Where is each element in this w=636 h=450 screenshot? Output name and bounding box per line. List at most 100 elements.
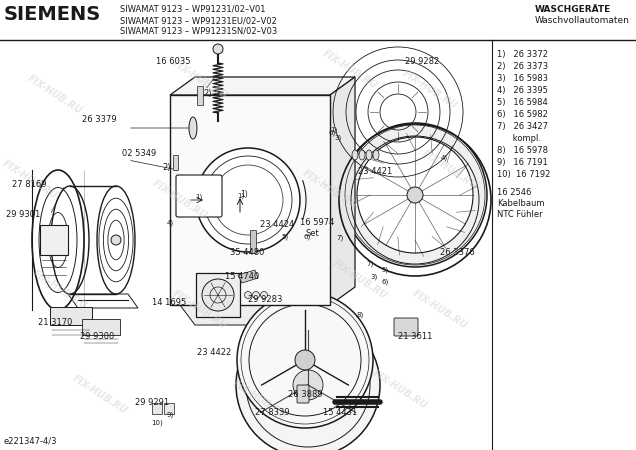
Text: 5): 5) <box>382 267 389 273</box>
Text: SIEMENS: SIEMENS <box>4 5 101 24</box>
Text: 1): 1) <box>195 193 203 199</box>
Text: 27 8169: 27 8169 <box>12 180 46 189</box>
Text: 14 1695: 14 1695 <box>152 298 186 307</box>
Text: FIX-HUB.RU: FIX-HUB.RU <box>421 148 479 191</box>
Text: 8): 8) <box>356 312 364 318</box>
FancyBboxPatch shape <box>394 318 418 336</box>
Text: 16 5974: 16 5974 <box>300 218 335 227</box>
Text: 3): 3) <box>370 274 378 280</box>
Text: 6)   16 5982: 6) 16 5982 <box>497 110 548 119</box>
Circle shape <box>293 370 323 400</box>
Text: 1): 1) <box>237 193 245 199</box>
Circle shape <box>54 236 62 244</box>
Circle shape <box>202 279 234 311</box>
Ellipse shape <box>189 117 197 139</box>
Text: WASCHGERÄTE: WASCHGERÄTE <box>535 5 611 14</box>
Ellipse shape <box>373 150 379 160</box>
Circle shape <box>213 44 223 54</box>
Text: 2): 2) <box>203 89 212 98</box>
Text: 5): 5) <box>282 234 289 240</box>
Text: 6): 6) <box>382 279 389 285</box>
Text: 21 3170: 21 3170 <box>38 318 73 327</box>
Text: SIWAMAT 9123 – WP91231SN/02–V03: SIWAMAT 9123 – WP91231SN/02–V03 <box>120 27 277 36</box>
Text: FIX-HUB.RU: FIX-HUB.RU <box>151 179 209 221</box>
Circle shape <box>111 235 121 245</box>
Text: 15 4431: 15 4431 <box>323 408 357 417</box>
Text: 1): 1) <box>240 190 248 199</box>
FancyBboxPatch shape <box>198 86 204 105</box>
Text: 23 4421: 23 4421 <box>358 167 392 176</box>
Text: 29 9300: 29 9300 <box>80 332 114 341</box>
Text: 7): 7) <box>336 235 343 241</box>
Text: 29 9282: 29 9282 <box>405 57 439 66</box>
Polygon shape <box>180 305 335 325</box>
Polygon shape <box>238 270 258 283</box>
Text: 23 4422: 23 4422 <box>197 348 232 357</box>
Circle shape <box>252 292 259 298</box>
Ellipse shape <box>352 150 358 160</box>
Text: SIWAMAT 9123 – WP91231/02–V01: SIWAMAT 9123 – WP91231/02–V01 <box>120 5 265 14</box>
Text: FIX-HUB.RU: FIX-HUB.RU <box>301 169 359 212</box>
Circle shape <box>295 350 315 370</box>
Text: 6): 6) <box>303 234 310 240</box>
Text: 15 4740: 15 4740 <box>225 272 259 281</box>
Text: Kabelbaum: Kabelbaum <box>497 199 544 208</box>
Text: 29 9291: 29 9291 <box>135 398 169 407</box>
Circle shape <box>343 123 487 267</box>
Text: 3): 3) <box>335 135 342 141</box>
FancyBboxPatch shape <box>50 307 92 325</box>
FancyBboxPatch shape <box>174 156 179 171</box>
Text: FIX-HUB.RU: FIX-HUB.RU <box>321 49 379 91</box>
Text: FIX-HUB.RU: FIX-HUB.RU <box>411 288 469 331</box>
Text: 1): 1) <box>330 127 338 133</box>
Text: kompl.: kompl. <box>497 134 541 143</box>
Text: FIX-HUB.RU: FIX-HUB.RU <box>171 288 229 331</box>
Text: FIX-HUB.RU: FIX-HUB.RU <box>401 68 459 112</box>
Text: 9): 9) <box>167 412 174 418</box>
FancyBboxPatch shape <box>82 319 120 335</box>
Ellipse shape <box>366 150 372 160</box>
Text: 26 3889: 26 3889 <box>288 390 322 399</box>
Text: 26 3379: 26 3379 <box>82 115 116 124</box>
Text: 02 5349: 02 5349 <box>122 149 156 158</box>
Text: 16 6035: 16 6035 <box>156 57 190 66</box>
FancyBboxPatch shape <box>163 402 174 414</box>
Text: FIX-HUB.RU: FIX-HUB.RU <box>171 58 229 101</box>
Text: 29 9283: 29 9283 <box>248 295 282 304</box>
Text: e221347-4/3: e221347-4/3 <box>4 436 57 445</box>
Text: SIWAMAT 9123 – WP91231EU/02–V02: SIWAMAT 9123 – WP91231EU/02–V02 <box>120 16 277 25</box>
Text: 2): 2) <box>162 163 170 172</box>
Text: FIX-HUB.RU: FIX-HUB.RU <box>231 378 289 421</box>
Circle shape <box>196 148 300 252</box>
Text: 35 4480: 35 4480 <box>230 248 265 257</box>
FancyBboxPatch shape <box>176 175 222 217</box>
FancyBboxPatch shape <box>151 402 162 414</box>
FancyBboxPatch shape <box>251 230 256 253</box>
Text: 23 4424: 23 4424 <box>260 220 294 229</box>
Circle shape <box>236 313 380 450</box>
Text: Set: Set <box>305 229 319 238</box>
Text: 26 3376: 26 3376 <box>440 248 474 257</box>
Polygon shape <box>170 77 355 95</box>
FancyBboxPatch shape <box>297 385 309 403</box>
Circle shape <box>407 187 423 203</box>
Text: Waschvollautomaten: Waschvollautomaten <box>535 16 630 25</box>
Circle shape <box>357 137 473 253</box>
Text: 8)   16 5978: 8) 16 5978 <box>497 146 548 155</box>
Text: 10): 10) <box>151 420 163 426</box>
Text: FIX-HUB.RU: FIX-HUB.RU <box>26 74 84 117</box>
Polygon shape <box>330 77 355 305</box>
Text: FIX-HUB.RU: FIX-HUB.RU <box>71 374 129 416</box>
Text: 29 9301: 29 9301 <box>6 210 40 219</box>
Text: 7)   26 3427: 7) 26 3427 <box>497 122 548 131</box>
Text: 4): 4) <box>441 155 448 161</box>
Text: 2)   26 3373: 2) 26 3373 <box>497 62 548 71</box>
Text: FIX-HUB.RU: FIX-HUB.RU <box>371 369 429 411</box>
Text: 5)   16 5984: 5) 16 5984 <box>497 98 548 107</box>
Circle shape <box>244 292 251 298</box>
Text: 27 8339: 27 8339 <box>255 408 289 417</box>
Polygon shape <box>170 95 330 305</box>
Text: 16 2546: 16 2546 <box>497 188 531 197</box>
FancyBboxPatch shape <box>40 225 68 255</box>
Text: FIX-HUB.RU: FIX-HUB.RU <box>31 269 89 311</box>
